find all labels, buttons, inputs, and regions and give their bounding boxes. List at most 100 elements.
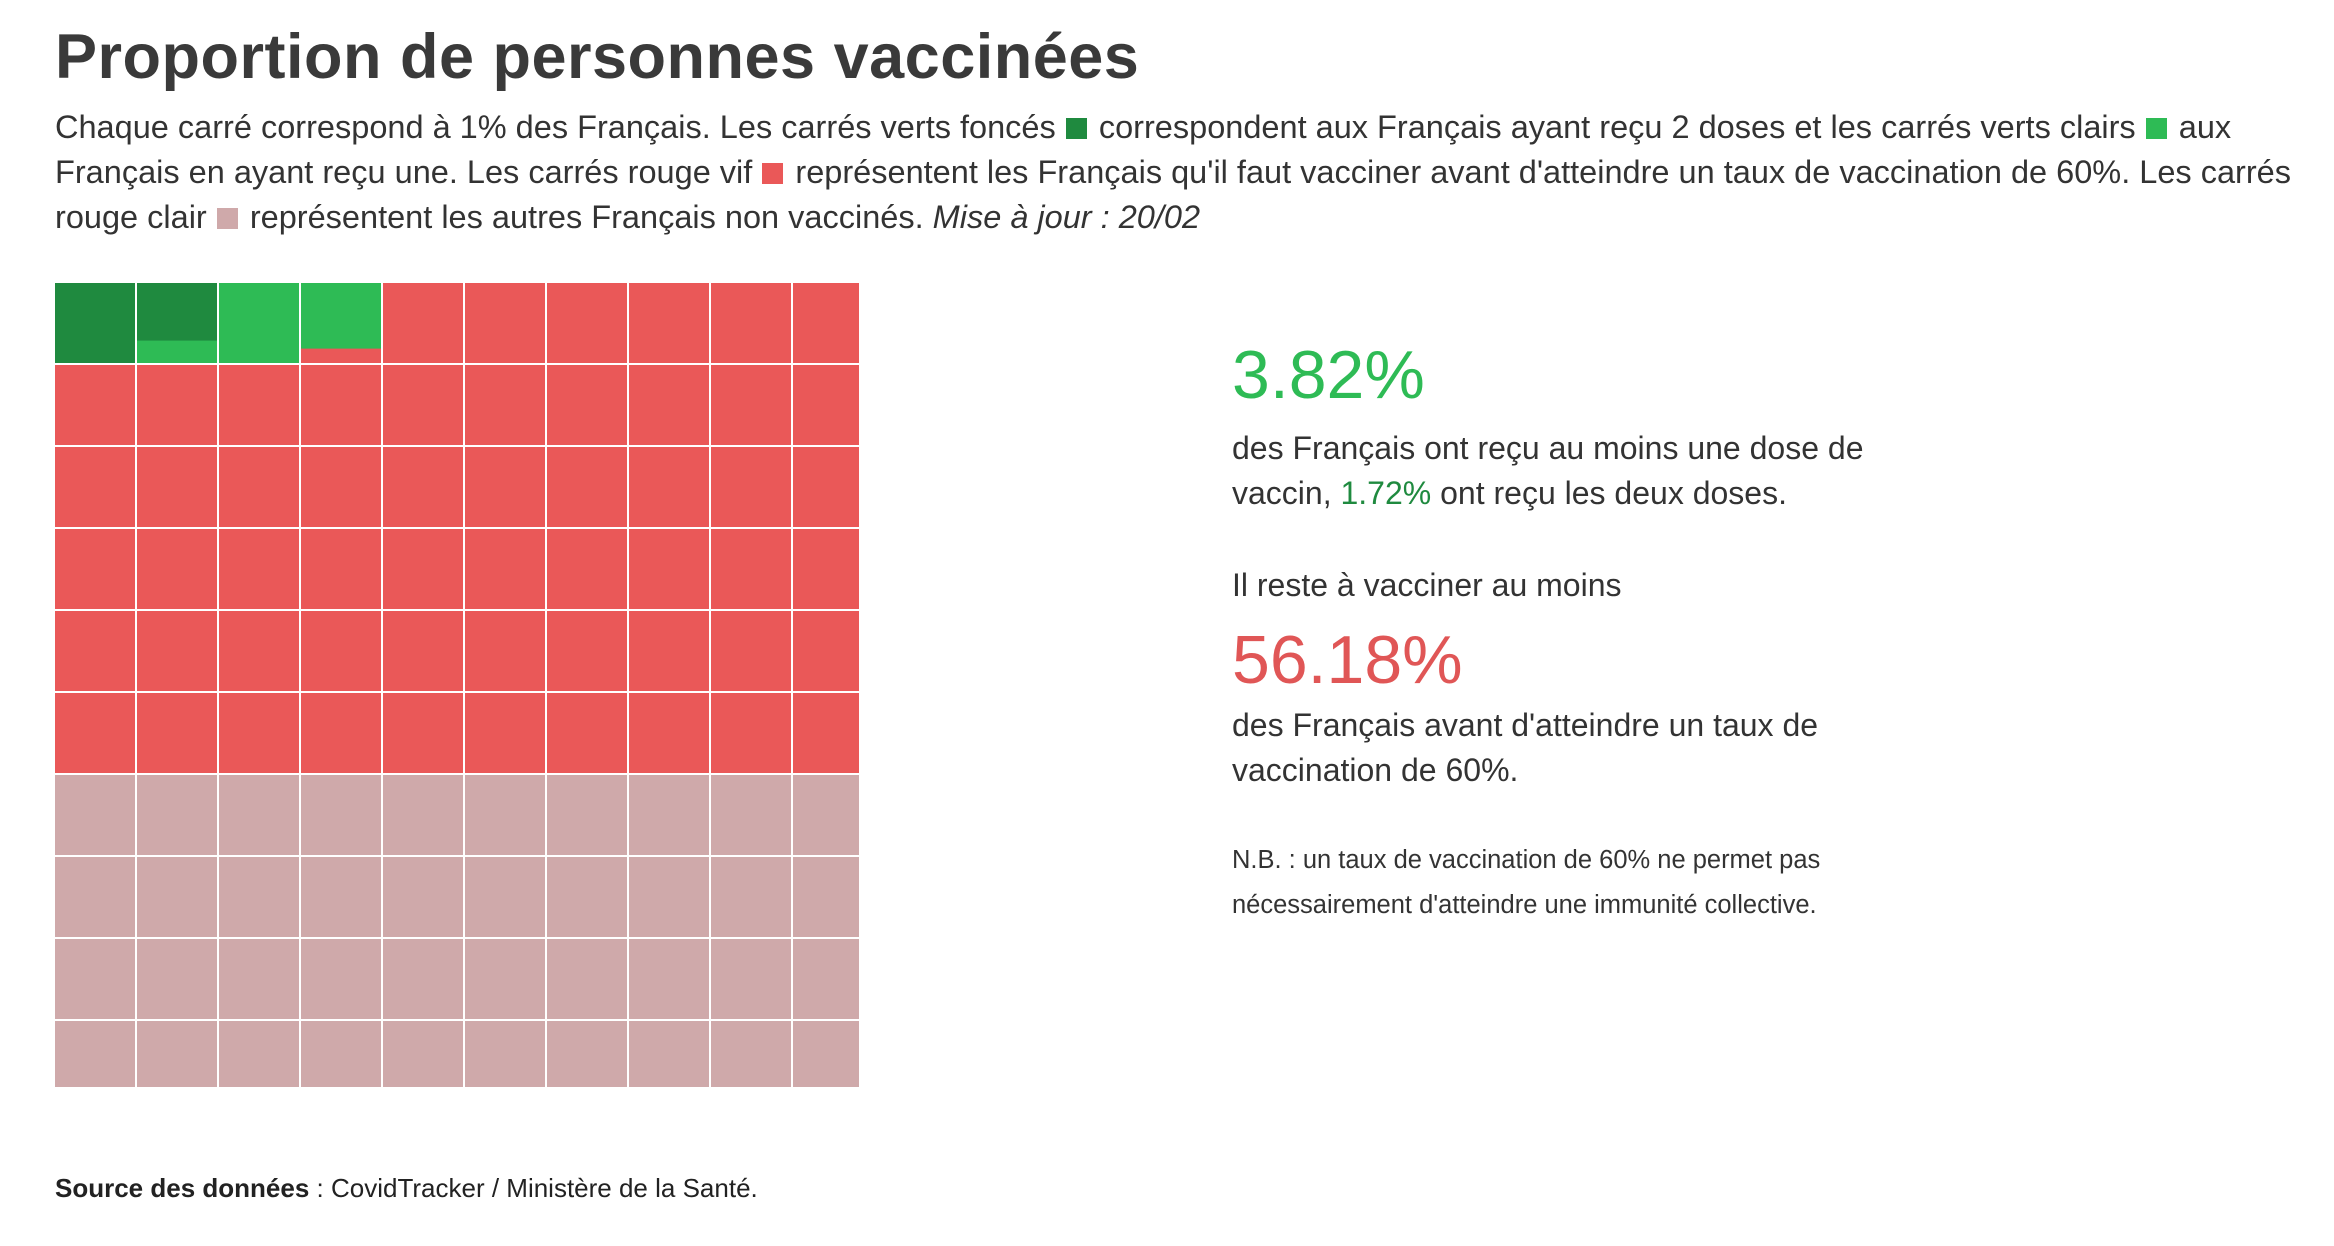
waffle-cell-fill xyxy=(793,857,859,937)
waffle-cell xyxy=(301,611,381,691)
waffle-cell xyxy=(137,775,217,855)
waffle-cell xyxy=(55,365,135,445)
waffle-cell-fill xyxy=(547,857,627,937)
waffle-cell-fill xyxy=(465,857,545,937)
remaining-text: des Français avant d'atteindre un taux d… xyxy=(1232,707,1819,788)
waffle-cell-fill xyxy=(629,775,709,855)
waffle-cell--vacciner-avant-60- xyxy=(465,365,545,445)
waffle-cell xyxy=(547,1021,627,1087)
waffle-cell xyxy=(629,529,709,609)
waffle-cell--vacciner-avant-60- xyxy=(55,611,135,691)
waffle-cell xyxy=(137,283,217,363)
waffle-cell xyxy=(629,693,709,773)
waffle-cell xyxy=(711,857,791,937)
waffle-cell-fill xyxy=(711,857,791,937)
waffle-cell xyxy=(793,283,859,363)
waffle-cell xyxy=(629,939,709,1019)
update-date: Mise à jour : 20/02 xyxy=(932,199,1201,235)
waffle-cell xyxy=(301,693,381,773)
legend-swatch-light-green xyxy=(2145,118,2167,139)
waffle-cell--vacciner-avant-60- xyxy=(711,365,791,445)
legend-swatch-dark-green xyxy=(1065,118,1087,139)
waffle-cell xyxy=(137,939,217,1019)
remaining-lead: Il reste à vacciner au moins xyxy=(1232,567,1622,603)
waffle-cell xyxy=(383,939,463,1019)
waffle-cell xyxy=(55,939,135,1019)
waffle-cell--vacciner-avant-60- xyxy=(793,693,859,773)
waffle-cell xyxy=(383,1021,463,1087)
waffle-cell--vacciner-avant-60- xyxy=(793,365,859,445)
waffle-cell xyxy=(629,857,709,937)
waffle-cell xyxy=(301,283,381,363)
waffle-cell--vacciner-avant-60- xyxy=(793,611,859,691)
waffle-cell--vacciner-avant-60- xyxy=(137,693,217,773)
waffle-cell--vacciner-avant-60- xyxy=(137,611,217,691)
waffle-cell xyxy=(137,693,217,773)
waffle-cell--vacciner-avant-60- xyxy=(383,365,463,445)
waffle-cell xyxy=(629,365,709,445)
waffle-cell xyxy=(547,611,627,691)
waffle-cell xyxy=(219,693,299,773)
waffle-cell xyxy=(219,939,299,1019)
waffle-cell--vacciner-avant-60- xyxy=(629,693,709,773)
waffle-cell-fill xyxy=(55,939,135,1019)
waffle-cell xyxy=(793,365,859,445)
waffle-cell--vacciner-avant-60- xyxy=(383,447,463,527)
waffle-cell--vacciner-avant-60- xyxy=(219,611,299,691)
waffle-cell xyxy=(465,693,545,773)
waffle-cell xyxy=(55,529,135,609)
waffle-cell--vacciner-avant-60- xyxy=(547,529,627,609)
waffle-cell xyxy=(465,529,545,609)
waffle-cell-fill xyxy=(219,939,299,1019)
waffle-cell xyxy=(137,447,217,527)
waffle-cell--vacciner-avant-60- xyxy=(219,693,299,773)
waffle-cell-fill xyxy=(137,1021,217,1087)
waffle-cell--vacciner-avant-60- xyxy=(547,283,627,363)
waffle-cell xyxy=(547,283,627,363)
waffle-cell--vacciner-avant-60- xyxy=(547,447,627,527)
first-dose-percentage: 3.82% xyxy=(1232,337,1425,413)
waffle-cell--vacciner-avant-60- xyxy=(711,611,791,691)
waffle-cell xyxy=(301,1021,381,1087)
waffle-cell-fill xyxy=(711,775,791,855)
waffle-cell xyxy=(629,447,709,527)
waffle-cell xyxy=(547,857,627,937)
waffle-cell xyxy=(55,611,135,691)
waffle-cell--vacciner-avant-60- xyxy=(301,693,381,773)
waffle-cell xyxy=(137,365,217,445)
waffle-cell--vacciner-avant-60- xyxy=(629,365,709,445)
waffle-cell--vacciner-avant-60- xyxy=(383,529,463,609)
waffle-cell xyxy=(465,775,545,855)
waffle-cell xyxy=(219,775,299,855)
waffle-cell--vacciner-avant-60- xyxy=(465,447,545,527)
waffle-cell-fill xyxy=(383,1021,463,1087)
waffle-cell--vacciner-avant-60- xyxy=(55,447,135,527)
waffle-cell--vacciner-avant-60- xyxy=(219,447,299,527)
waffle-cell--vacciner-avant-60- xyxy=(383,693,463,773)
waffle-cell xyxy=(711,1021,791,1087)
waffle-cell-fill xyxy=(793,775,859,855)
waffle-cell-fill xyxy=(55,775,135,855)
waffle-cell xyxy=(547,365,627,445)
waffle-cell xyxy=(55,283,135,363)
first-dose-text-a: des Français ont reçu au moins une dose … xyxy=(1232,430,1864,511)
waffle-cell xyxy=(547,939,627,1019)
waffle-cell xyxy=(301,939,381,1019)
waffle-cell--vacciner-avant-60- xyxy=(301,365,381,445)
waffle-cell--vacciner-avant-60- xyxy=(711,693,791,773)
waffle-cell--vacciner-avant-60- xyxy=(301,529,381,609)
waffle-cell xyxy=(547,529,627,609)
waffle-cell--vacciner-avant-60- xyxy=(137,365,217,445)
waffle-cell xyxy=(711,611,791,691)
waffle-cell xyxy=(793,1021,859,1087)
waffle-cell--vacciner-avant-60- xyxy=(711,447,791,527)
waffle-chart xyxy=(55,283,859,1087)
waffle-cell--vacciner-avant-60- xyxy=(547,365,627,445)
waffle-cell--vacciner-avant-60- xyxy=(793,283,859,363)
waffle-cell-1-dose xyxy=(219,283,299,363)
waffle-cell xyxy=(547,447,627,527)
waffle-cell-fill xyxy=(219,857,299,937)
waffle-cell xyxy=(383,529,463,609)
waffle-cell-1-dose xyxy=(301,283,381,349)
waffle-cell-fill xyxy=(793,939,859,1019)
